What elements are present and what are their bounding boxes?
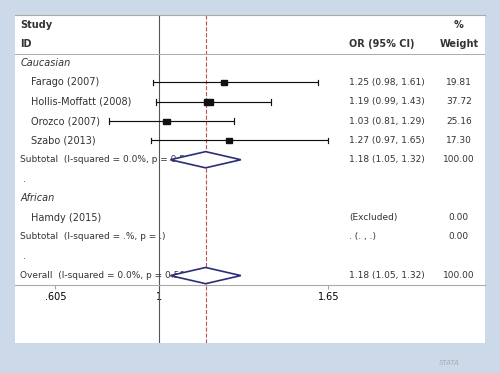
Text: STATA: STATA — [440, 360, 460, 366]
Text: OR (95% CI): OR (95% CI) — [349, 39, 414, 49]
Text: Szabo (2013): Szabo (2013) — [30, 135, 96, 145]
Text: 19.81: 19.81 — [446, 78, 472, 87]
Bar — [220, 80, 227, 85]
Text: 0.00: 0.00 — [449, 213, 469, 222]
Bar — [163, 119, 170, 123]
Text: 17.30: 17.30 — [446, 136, 472, 145]
Text: ID: ID — [20, 39, 32, 49]
Text: .: . — [23, 251, 26, 261]
Text: 37.72: 37.72 — [446, 97, 472, 106]
Text: Subtotal  (I-squared = 0.0%, p = 0.590): Subtotal (I-squared = 0.0%, p = 0.590) — [20, 155, 200, 164]
Text: Subtotal  (I-squared = .%, p = .): Subtotal (I-squared = .%, p = .) — [20, 232, 166, 241]
Text: %: % — [454, 19, 464, 29]
Polygon shape — [170, 267, 241, 284]
Text: 100.00: 100.00 — [443, 155, 474, 164]
Text: Study: Study — [20, 19, 52, 29]
Text: . (. , .): . (. , .) — [349, 232, 376, 241]
Text: .: . — [23, 174, 26, 184]
Text: Hollis-Moffatt (2008): Hollis-Moffatt (2008) — [30, 97, 131, 107]
Text: 1.19 (0.99, 1.43): 1.19 (0.99, 1.43) — [349, 97, 425, 106]
Text: 100.00: 100.00 — [443, 271, 474, 280]
Text: Farago (2007): Farago (2007) — [30, 78, 99, 88]
Text: 1.18 (1.05, 1.32): 1.18 (1.05, 1.32) — [349, 271, 425, 280]
Text: 1.25 (0.98, 1.61): 1.25 (0.98, 1.61) — [349, 78, 425, 87]
Text: 1.18 (1.05, 1.32): 1.18 (1.05, 1.32) — [349, 155, 425, 164]
Text: Hamdy (2015): Hamdy (2015) — [30, 213, 101, 223]
Text: 1.03 (0.81, 1.29): 1.03 (0.81, 1.29) — [349, 117, 425, 126]
Bar — [204, 98, 213, 105]
Text: Orozco (2007): Orozco (2007) — [30, 116, 100, 126]
Text: African: African — [20, 193, 54, 203]
Text: Caucasian: Caucasian — [20, 58, 70, 68]
Text: 1.27 (0.97, 1.65): 1.27 (0.97, 1.65) — [349, 136, 425, 145]
Text: 0.00: 0.00 — [449, 232, 469, 241]
Polygon shape — [170, 151, 241, 168]
Text: 25.16: 25.16 — [446, 117, 472, 126]
Bar — [226, 138, 232, 142]
Text: (Excluded): (Excluded) — [349, 213, 398, 222]
Text: Overall  (I-squared = 0.0%, p = 0.590): Overall (I-squared = 0.0%, p = 0.590) — [20, 271, 195, 280]
Text: Weight: Weight — [440, 39, 478, 49]
